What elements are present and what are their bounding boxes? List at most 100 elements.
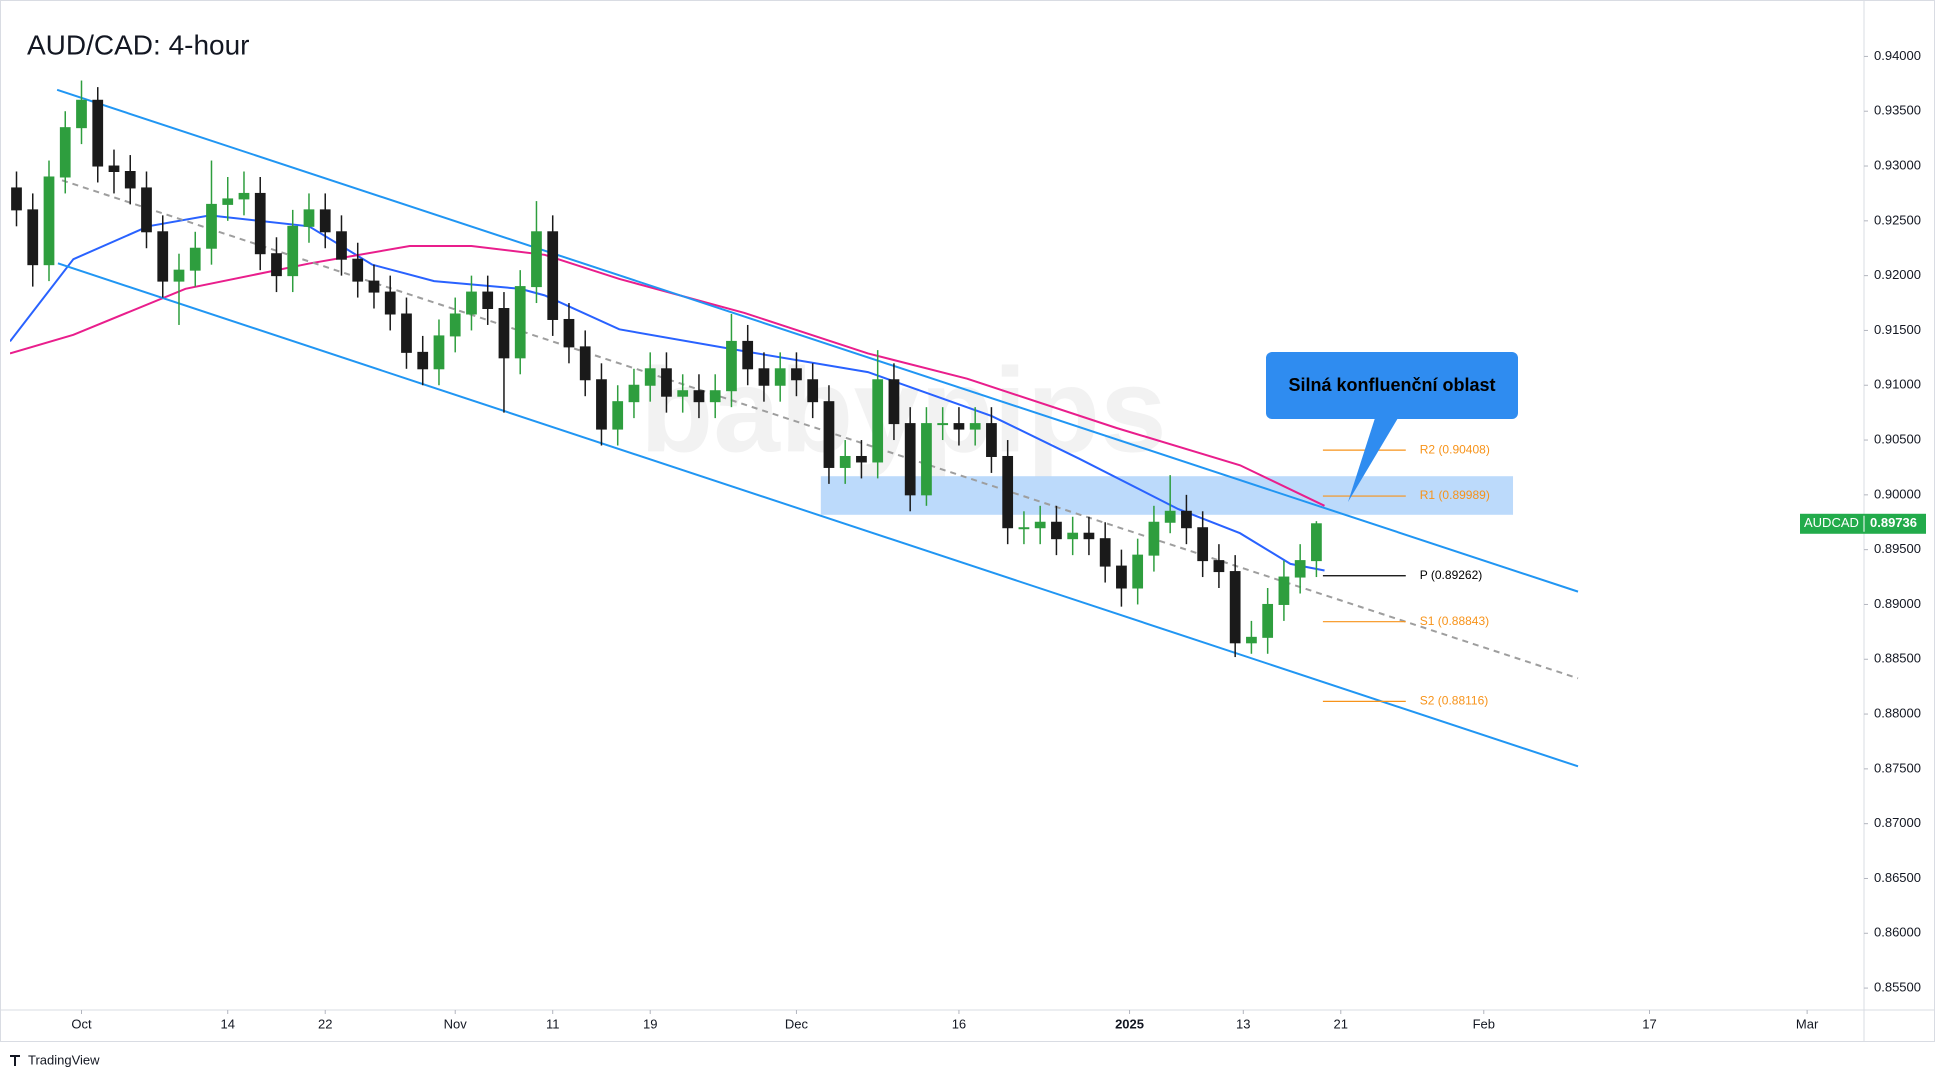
annotation-text: Silná konfluenční oblast (1288, 375, 1495, 395)
candle-body (807, 379, 819, 403)
y-tick-label: 0.92500 (1874, 212, 1921, 227)
frame (0, 0, 1935, 1042)
y-tick-label: 0.91500 (1874, 322, 1921, 337)
x-tick-label: Feb (1473, 1016, 1495, 1031)
y-tick-label: 0.90000 (1874, 486, 1921, 501)
pivot-label: S1 (0.88843) (1420, 614, 1489, 628)
candle-body (173, 269, 185, 282)
trend-line (57, 262, 1579, 768)
candle-body (271, 253, 282, 277)
candle-body (1262, 603, 1274, 638)
x-tick-label: 21 (1334, 1016, 1348, 1031)
candle-body (1229, 571, 1241, 644)
x-tick-label: 19 (643, 1016, 657, 1031)
y-tick-label: 0.87500 (1874, 760, 1921, 775)
candle-body (1051, 521, 1062, 540)
y-tick-label: 0.85500 (1874, 980, 1921, 995)
y-tick-label: 0.93500 (1874, 103, 1921, 118)
candle-body (254, 192, 266, 255)
chart-title: AUD/CAD: 4-hour (27, 29, 250, 60)
x-tick-label: 11 (546, 1016, 560, 1031)
pivot-label: R2 (0.90408) (1420, 442, 1490, 456)
candle-body (352, 258, 364, 282)
x-tick-label: Dec (785, 1016, 809, 1031)
candle-body (774, 368, 786, 386)
trend-line (56, 88, 1579, 593)
candle-body (563, 318, 575, 348)
pivot-label: S2 (0.88116) (1420, 694, 1489, 708)
candle-body (514, 286, 526, 359)
annotation: Silná konfluenční oblast (1266, 352, 1518, 502)
y-tick-label: 0.88500 (1874, 651, 1921, 666)
x-tick-label: 17 (1642, 1016, 1656, 1031)
candle-body (823, 401, 835, 468)
candle-body (27, 209, 39, 266)
pivot-label: R1 (0.89989) (1420, 488, 1490, 502)
candle-body (693, 390, 705, 403)
x-tick-label: Oct (71, 1016, 92, 1031)
candle-body (498, 308, 510, 359)
candle-body (401, 313, 412, 353)
candle-body (644, 368, 656, 386)
candle-body (319, 209, 331, 233)
candle-body (417, 351, 429, 370)
candle-body (1311, 523, 1322, 562)
candle-body (758, 368, 770, 386)
candle-body (157, 231, 169, 282)
y-tick-label: 0.94000 (1874, 48, 1921, 63)
y-tick-label: 0.87000 (1874, 815, 1921, 830)
candle-body (1083, 532, 1095, 540)
candle-body (742, 340, 754, 370)
candle-body (888, 379, 900, 425)
x-tick-label: 22 (318, 1016, 332, 1031)
candle-body (222, 198, 234, 205)
candle-body (856, 455, 867, 463)
candle-body (384, 291, 396, 315)
candle-body (937, 423, 949, 426)
candle-body (206, 203, 217, 249)
annotation-box (1266, 352, 1518, 419)
y-tick-label: 0.89000 (1874, 596, 1921, 611)
candle-body (336, 231, 347, 260)
candle-body (953, 423, 965, 430)
x-tick-label: 14 (221, 1016, 235, 1031)
candle-body (1294, 560, 1306, 578)
candle-body (904, 423, 916, 496)
candle-body (108, 165, 120, 173)
candle-body (1018, 527, 1030, 530)
price-tag-value: 0.89736 (1870, 515, 1917, 530)
candle-body (1213, 560, 1225, 573)
candle-body (449, 313, 461, 337)
candle-body (969, 423, 981, 430)
candle-body (92, 99, 104, 167)
candle-body (1148, 521, 1160, 556)
candle-body (1002, 455, 1014, 529)
y-tick-label: 0.88000 (1874, 705, 1921, 720)
candle-body (43, 176, 55, 266)
candle-body (466, 291, 477, 315)
pivot-label: P (0.89262) (1420, 568, 1483, 582)
candle-body (531, 231, 542, 288)
candle-body (921, 423, 932, 496)
candle-body (189, 247, 201, 271)
candle-body (1132, 554, 1144, 589)
footer-logo (10, 1055, 20, 1066)
candle-body (11, 187, 22, 211)
candle-body (124, 171, 136, 189)
y-tick-label: 0.89500 (1874, 541, 1921, 556)
candle-body (368, 280, 380, 293)
y-tick-label: 0.86000 (1874, 925, 1921, 940)
y-tick-label: 0.90500 (1874, 431, 1921, 446)
x-tick-label: Mar (1796, 1016, 1819, 1031)
candle-body (1181, 510, 1192, 529)
candle-body (791, 368, 802, 381)
candle-body (482, 291, 494, 310)
y-tick-label: 0.93000 (1874, 157, 1921, 172)
x-tick-label: 13 (1236, 1016, 1250, 1031)
candle-body (76, 99, 87, 129)
candle-body (1099, 538, 1111, 567)
y-tick-label: 0.91000 (1874, 377, 1921, 392)
candle-body (1246, 636, 1257, 644)
x-tick-label: 2025 (1115, 1016, 1144, 1031)
